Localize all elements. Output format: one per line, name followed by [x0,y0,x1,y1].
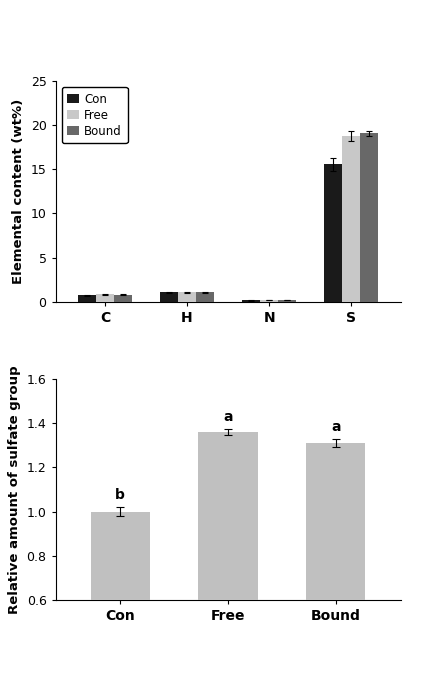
Bar [342,135,360,302]
Bar [260,300,278,302]
Bar [96,295,114,302]
Bar [114,295,132,302]
Y-axis label: Relative amount of sulfate group: Relative amount of sulfate group [8,365,21,614]
Bar [306,443,365,674]
Bar [278,300,296,302]
Text: a: a [331,420,340,434]
Bar [360,133,378,302]
Text: b: b [115,488,125,502]
Bar [91,512,150,674]
Bar [196,293,214,302]
Bar [324,164,342,302]
Bar [198,432,258,674]
Legend: Con, Free, Bound: Con, Free, Bound [61,87,128,144]
Bar [178,293,196,302]
Bar [242,301,260,302]
Y-axis label: Elemental content (wt%): Elemental content (wt%) [12,98,25,284]
Text: a: a [223,410,233,425]
Bar [160,293,178,302]
Bar [78,295,96,302]
